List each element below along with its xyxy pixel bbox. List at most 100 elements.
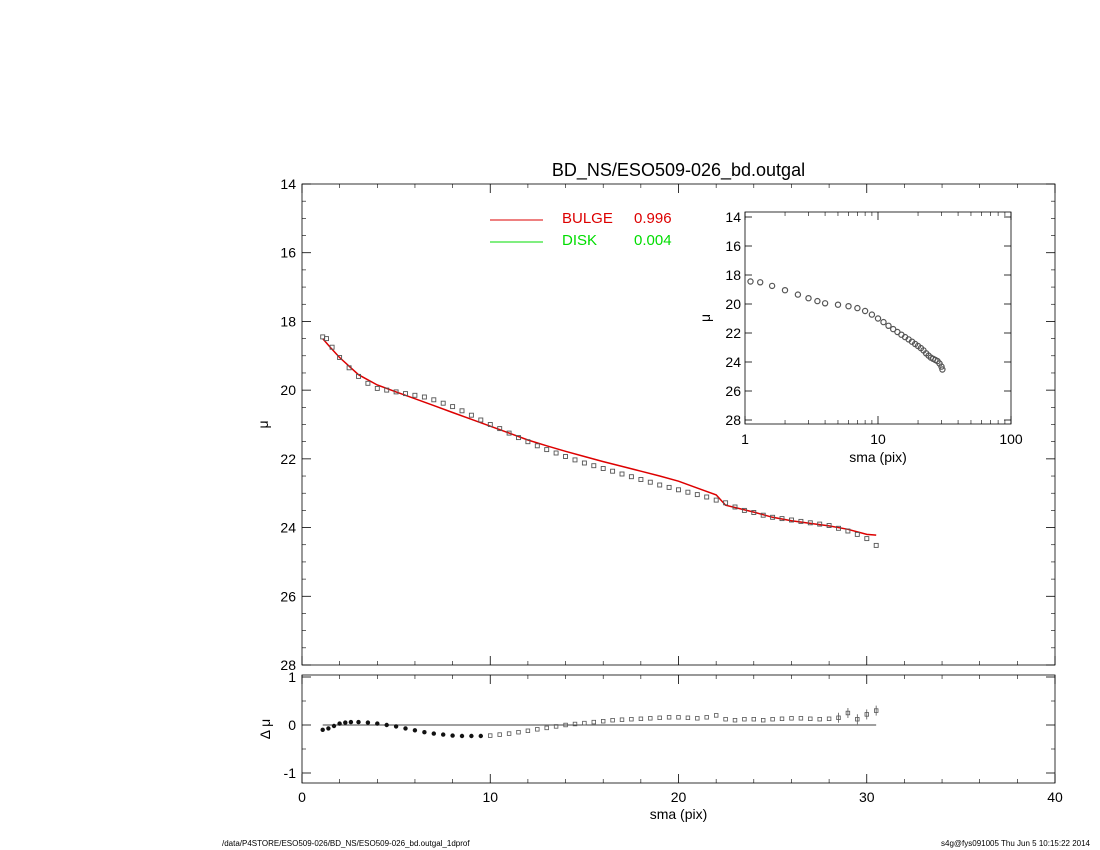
residual-ytick-label: -1 [284, 765, 297, 781]
residual-data-point [695, 716, 700, 721]
residual-data-point [685, 715, 691, 720]
residual-data-point [704, 715, 709, 720]
main-data-point [459, 408, 465, 414]
residual-data-point [761, 718, 766, 723]
residual-data-point [666, 715, 672, 720]
residual-data-point [393, 724, 399, 729]
main-ytick-label: 20 [280, 382, 296, 398]
residual-data-point [384, 722, 389, 728]
main-data-point [337, 355, 343, 360]
main-data-point [854, 531, 860, 537]
main-data-point [864, 536, 870, 542]
main-data-point [817, 521, 823, 527]
residual-xlabel: sma (pix) [650, 806, 708, 822]
main-data-point [600, 466, 606, 471]
residual-data-point [337, 721, 342, 726]
residual-data-point [544, 725, 549, 731]
footer-file-path: /data/P4STORE/ESO509-026/BD_NS/ESO509-02… [222, 839, 470, 848]
residual-data-point [375, 721, 380, 726]
residual-xtick-label: 10 [482, 789, 498, 805]
residual-data-point [326, 726, 331, 731]
inset-data-point [747, 278, 754, 285]
legend-label-bulge: BULGE [562, 210, 613, 227]
main-data-point [393, 389, 399, 395]
residual-data-point [742, 717, 747, 722]
legend-label-disk: DISK [562, 232, 597, 249]
residual-data-point [751, 717, 756, 722]
main-data-point [487, 422, 493, 427]
main-data-point [694, 492, 700, 498]
main-data-point [873, 542, 879, 548]
inset-data-point [805, 295, 812, 302]
residual-data-point [638, 716, 644, 721]
inset-ytick-label: 14 [725, 209, 741, 225]
main-data-point [506, 430, 512, 436]
main-data-point [525, 439, 531, 445]
main-data-point [685, 489, 691, 495]
main-data-point [676, 487, 681, 493]
main-data-point [329, 344, 335, 350]
residual-xtick-label: 20 [671, 789, 687, 805]
main-data-point [478, 417, 484, 423]
main-ytick-label: 14 [280, 176, 296, 192]
main-data-point [770, 514, 776, 520]
inset-xtick-label: 1 [741, 431, 749, 447]
main-data-point [619, 471, 625, 477]
residual-data-point [459, 733, 465, 739]
residual-data-point [732, 718, 738, 723]
main-data-point [440, 400, 446, 406]
main-data-point [789, 517, 794, 523]
residual-data-point [817, 717, 822, 722]
main-ytick-label: 26 [280, 588, 296, 604]
residual-data-point [422, 730, 427, 735]
main-data-point [468, 412, 474, 418]
residual-data-point [356, 719, 361, 725]
residual-data-point [450, 733, 455, 738]
residual-data-point [723, 717, 728, 722]
residual-data-point [676, 715, 681, 720]
main-data-point [704, 494, 710, 500]
inset-ytick-label: 22 [725, 325, 741, 341]
residual-data-point [826, 716, 832, 721]
footer-timestamp: s4g@fys091005 Thu Jun 5 10:15:22 2014 [941, 839, 1090, 848]
residual-data-point [572, 721, 578, 727]
main-data-point [713, 497, 719, 503]
inset-data-point [874, 315, 882, 322]
inset-ytick-label: 28 [725, 412, 741, 428]
inset-data-point [868, 311, 876, 318]
main-data-point [324, 336, 329, 342]
inset-data-point [821, 300, 829, 307]
main-data-point [628, 474, 634, 480]
residual-xtick-label: 40 [1047, 789, 1063, 805]
main-data-point [751, 510, 757, 515]
residual-data-point [348, 719, 354, 725]
main-ytick-label: 16 [280, 245, 296, 261]
residual-data-point [657, 715, 662, 720]
inset-xtick-label: 100 [999, 431, 1023, 447]
main-data-point [384, 387, 390, 393]
inset-data-point [757, 279, 764, 286]
inset-ytick-label: 16 [725, 238, 741, 254]
residual-data-point [469, 733, 474, 739]
residual-data-point [582, 720, 587, 726]
inset-ytick-label: 26 [725, 383, 741, 399]
main-data-point [591, 463, 597, 469]
residual-data-point [365, 720, 371, 725]
residual-data-point [808, 716, 813, 721]
main-data-point [779, 516, 785, 522]
residual-data-point [553, 724, 559, 729]
residual-data-point [563, 722, 568, 728]
inset-data-point [845, 303, 852, 310]
main-data-point [760, 512, 766, 518]
main-data-point [657, 482, 663, 488]
inset-xlabel: sma (pix) [849, 449, 907, 465]
main-data-point [553, 450, 559, 456]
inset-data-point [880, 318, 887, 326]
main-data-point [723, 500, 729, 506]
main-data-point [544, 447, 550, 453]
residual-data-point [610, 718, 615, 723]
residual-data-point [478, 733, 483, 739]
main-data-point [365, 380, 371, 386]
main-data-point [374, 385, 380, 391]
